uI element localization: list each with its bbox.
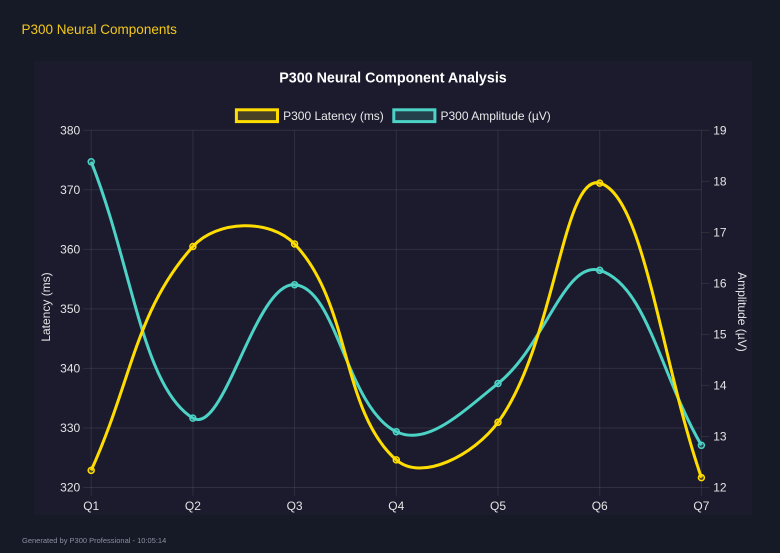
svg-text:P300 Amplitude (µV): P300 Amplitude (µV): [441, 109, 551, 123]
svg-text:Q1: Q1: [83, 499, 99, 513]
svg-text:Latency (ms): Latency (ms): [39, 272, 53, 341]
svg-text:330: 330: [60, 421, 80, 435]
svg-text:370: 370: [60, 183, 80, 197]
svg-text:320: 320: [60, 481, 80, 495]
svg-text:P300 Neural Component Analysis: P300 Neural Component Analysis: [279, 71, 507, 87]
svg-text:P300 Latency (ms): P300 Latency (ms): [283, 109, 384, 123]
svg-text:350: 350: [60, 302, 80, 316]
svg-text:15: 15: [713, 328, 727, 342]
svg-text:18: 18: [713, 175, 727, 189]
svg-text:340: 340: [60, 362, 80, 376]
svg-text:Q4: Q4: [388, 499, 404, 513]
svg-text:16: 16: [713, 277, 727, 291]
svg-text:Q2: Q2: [185, 499, 201, 513]
svg-text:Q7: Q7: [693, 499, 709, 513]
svg-text:Amplitude (µV): Amplitude (µV): [735, 272, 749, 352]
svg-text:Q6: Q6: [592, 499, 608, 513]
svg-text:Q3: Q3: [287, 499, 303, 513]
svg-text:360: 360: [60, 243, 80, 257]
svg-text:12: 12: [713, 481, 727, 495]
svg-text:13: 13: [713, 430, 727, 444]
svg-text:19: 19: [713, 124, 727, 138]
svg-text:14: 14: [713, 379, 727, 393]
svg-text:380: 380: [60, 124, 80, 138]
svg-text:17: 17: [713, 226, 727, 240]
svg-text:Q5: Q5: [490, 499, 506, 513]
